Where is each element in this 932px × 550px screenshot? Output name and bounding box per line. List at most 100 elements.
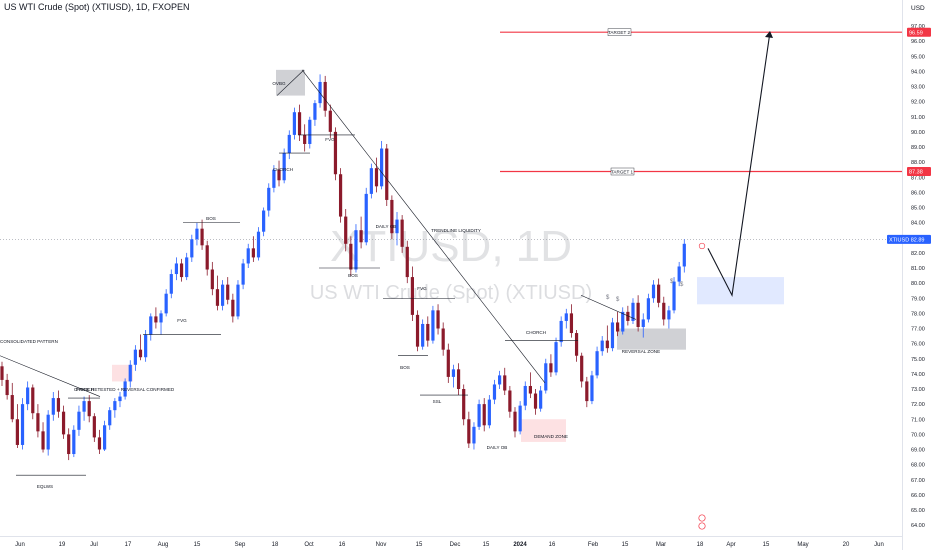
- candle-body: [154, 316, 158, 323]
- price-label: XTIUSD 82.89: [889, 238, 924, 244]
- y-tick-label: 82.00: [911, 251, 925, 257]
- candle-body: [87, 401, 91, 417]
- x-tick-label: Feb: [588, 542, 599, 548]
- y-tick-label: 81.00: [911, 266, 925, 272]
- y-tick-label: 67.00: [911, 478, 925, 484]
- target-label: TARGET 2: [608, 30, 630, 35]
- x-tick-label: May: [797, 542, 808, 548]
- target-label-box: [607, 28, 632, 36]
- y-tick-label: 76.00: [911, 342, 925, 348]
- candle-body: [672, 281, 676, 311]
- candle-body: [380, 148, 384, 187]
- y-tick-label: 84.00: [911, 221, 925, 227]
- annotation-label: $: [606, 295, 610, 301]
- candle-body: [349, 243, 353, 270]
- candle-body: [472, 426, 476, 444]
- watermark-symbol: XTIUSD, 1D: [329, 222, 573, 271]
- candle-body: [185, 257, 189, 278]
- candle-body: [328, 110, 332, 132]
- structure-line: [301, 69, 546, 384]
- y-tick-label: 95.00: [911, 54, 925, 60]
- candle-body: [616, 322, 620, 332]
- candle-body: [220, 284, 225, 306]
- candle-body: [272, 169, 276, 188]
- annotation-label: CHORCH: [273, 167, 293, 172]
- candle-body: [246, 248, 250, 264]
- target-label: TARGET 1: [611, 169, 633, 174]
- candle-body: [282, 153, 286, 181]
- x-tick-label: 15: [194, 542, 201, 548]
- y-tick-label: 91.00: [911, 115, 925, 121]
- candle-body: [297, 112, 302, 135]
- structure-line: [0, 355, 101, 397]
- candle-body: [323, 81, 327, 111]
- annotation-label: EQLWS: [37, 484, 53, 489]
- candle-body: [395, 219, 399, 234]
- candle-body: [451, 369, 456, 377]
- candle-body: [369, 168, 373, 194]
- candle-body: [636, 302, 640, 327]
- annotation-label: $: [680, 282, 684, 288]
- zone-rect: [697, 277, 784, 305]
- candle-body: [138, 349, 143, 358]
- candle-body: [118, 396, 122, 402]
- candle-body: [359, 230, 363, 243]
- candle-body: [287, 134, 291, 154]
- structure-line: [276, 69, 305, 96]
- flag-icon: [698, 522, 706, 530]
- candle-body: [364, 193, 368, 243]
- candle-body: [646, 298, 650, 320]
- candle-body: [503, 375, 507, 391]
- candle-body: [354, 230, 358, 270]
- annotation-label: DAILY OB: [487, 445, 508, 450]
- annotation-label: REVERSAL ZONE: [622, 349, 660, 354]
- candle-body: [251, 248, 255, 258]
- annotation-label: CONSOLIDATED PATTERN: [0, 339, 58, 344]
- y-tick-label: 87.00: [911, 175, 925, 181]
- y-tick-label: 79.00: [911, 296, 925, 302]
- candle-body: [10, 395, 14, 420]
- y-tick-label: 71.00: [911, 417, 925, 423]
- y-tick-label: 85.00: [911, 206, 925, 212]
- y-tick-label: 78.00: [911, 311, 925, 317]
- x-tick-label: 20: [843, 542, 850, 548]
- candle-body: [195, 228, 199, 240]
- candle-body: [5, 379, 9, 396]
- y-tick-label: 73.00: [911, 387, 925, 393]
- candle-body: [641, 319, 645, 327]
- candle-body: [431, 310, 435, 341]
- candle-body: [626, 311, 630, 321]
- candle-body: [539, 390, 543, 409]
- x-tick-label: Jun: [874, 542, 884, 548]
- y-tick-label: 69.00: [911, 448, 925, 454]
- y-tick-label: 96.00: [911, 39, 925, 45]
- candle-body: [15, 419, 19, 445]
- zone-rect: [617, 328, 686, 350]
- candle-body: [385, 148, 389, 200]
- annotation-label: FVG: [325, 137, 335, 142]
- candle-body: [308, 119, 312, 144]
- candle-body: [405, 246, 409, 278]
- candle-body: [262, 210, 266, 232]
- annotation-label: FVG: [417, 286, 427, 291]
- candle-body: [554, 342, 558, 373]
- candle-body: [41, 431, 45, 450]
- y-tick-label: 86.00: [911, 190, 925, 196]
- annotation-label: $: [670, 279, 674, 285]
- candle-body: [513, 411, 517, 432]
- annotation-label: BOS: [348, 273, 358, 278]
- candle-body: [72, 429, 76, 455]
- x-tick-label: 16: [339, 542, 346, 548]
- candle-body: [56, 398, 61, 412]
- price-label-box: [887, 234, 931, 244]
- y-tick-label: 93.00: [911, 85, 925, 91]
- event-icon: [698, 514, 706, 522]
- candle-body: [508, 390, 512, 412]
- candle-body: [374, 168, 379, 187]
- candle-body: [46, 414, 50, 450]
- annotation-label: CHORCH: [526, 330, 546, 335]
- candle-body: [610, 322, 615, 349]
- x-tick-label: Mar: [656, 542, 666, 548]
- candle-body: [92, 416, 96, 438]
